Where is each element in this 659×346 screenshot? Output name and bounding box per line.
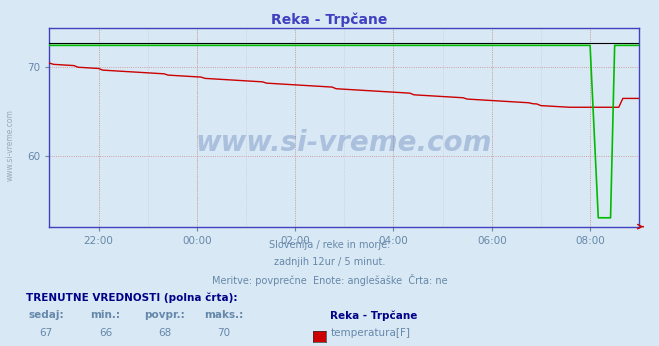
Text: Reka - Trpčane: Reka - Trpčane — [330, 310, 417, 321]
Text: zadnjih 12ur / 5 minut.: zadnjih 12ur / 5 minut. — [273, 257, 386, 267]
Text: 68: 68 — [158, 328, 171, 338]
Text: TRENUTNE VREDNOSTI (polna črta):: TRENUTNE VREDNOSTI (polna črta): — [26, 292, 238, 303]
Text: povpr.:: povpr.: — [144, 310, 185, 320]
Text: 67: 67 — [40, 328, 53, 338]
Text: www.si-vreme.com: www.si-vreme.com — [5, 109, 14, 181]
Text: 66: 66 — [99, 328, 112, 338]
Text: Reka - Trpčane: Reka - Trpčane — [272, 12, 387, 27]
Text: 70: 70 — [217, 328, 231, 338]
Text: www.si-vreme.com: www.si-vreme.com — [196, 129, 492, 157]
Text: Slovenija / reke in morje.: Slovenija / reke in morje. — [269, 240, 390, 251]
Text: maks.:: maks.: — [204, 310, 244, 320]
Text: sedaj:: sedaj: — [28, 310, 64, 320]
Text: Meritve: povprečne  Enote: anglešaške  Črta: ne: Meritve: povprečne Enote: anglešaške Črt… — [212, 274, 447, 286]
Text: temperatura[F]: temperatura[F] — [331, 328, 411, 338]
Text: min.:: min.: — [90, 310, 121, 320]
